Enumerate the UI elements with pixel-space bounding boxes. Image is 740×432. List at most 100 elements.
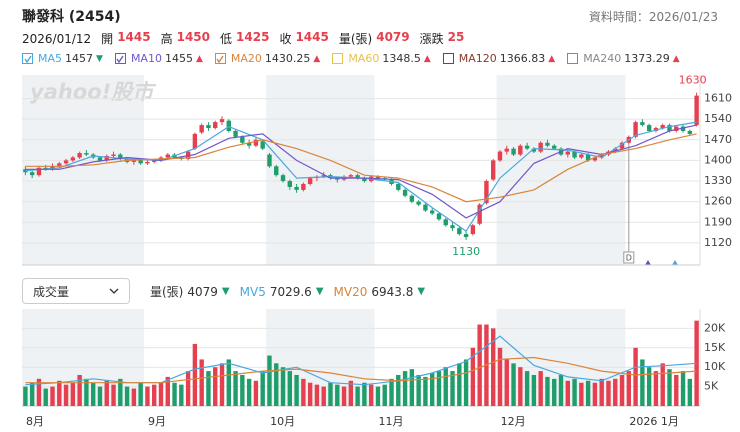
x-tick-label: 2026 1月 [629,415,679,428]
volume-bar [599,378,604,406]
volume-bar [240,374,245,406]
candle-body [104,156,109,161]
candle-body [552,145,557,149]
legend-arrow: ▲ [672,53,680,64]
volume-bar [97,386,103,406]
candle-body [307,178,313,184]
candle-body [579,154,584,158]
volume-bar [552,378,557,406]
candle-body [138,160,143,164]
y-tick-label: 1610 [704,92,732,105]
candle-body [667,125,672,131]
volume-bar [301,378,306,406]
volume-bar [63,384,69,406]
x-tick-label: 9月 [148,415,166,428]
candle-body [145,161,150,164]
volume-bar [640,359,645,406]
volume-legend: 量(張) 4079 ▼ MV5 7029.6 ▼ MV20 6943.8 ▼ [150,283,425,300]
legend-arrow: ▼ [96,53,103,64]
volume-bar [613,378,618,406]
volume-bar [219,363,225,406]
volume-bar [314,384,320,406]
candle-body [57,163,62,167]
legend-item[interactable]: MA10 1455 ▲ [114,52,203,65]
candle-body [199,125,204,133]
volume-bar [70,382,76,406]
volume-bar [57,380,62,406]
candle-body [274,166,279,176]
price-annotation: 1130 [452,245,480,258]
ma-line [25,133,697,203]
legend-item[interactable]: MA5 1457 ▼ [22,52,103,65]
volume-bar [592,382,598,406]
quote-value: 25 [447,30,465,44]
indicator-select[interactable]: 成交量 [22,278,130,304]
volume-bar [491,328,496,406]
chevron [109,288,119,294]
candle-body [694,95,699,126]
volume-bar [396,374,401,406]
candle-body [674,126,679,131]
y-tick-label: 10K [704,360,726,373]
volume-bar [375,386,381,406]
volume-bar [646,367,652,406]
volume-bar [104,380,109,406]
volume-bar [328,382,333,406]
legend-item[interactable]: MA240 1373.29 ▲ [567,52,680,65]
volume-bar [518,367,523,406]
candle-body [84,153,89,155]
volume-bar [29,382,35,406]
candle-body [192,133,198,149]
quote-item: 收 1445 [279,30,328,47]
volume-bar [531,374,537,406]
volume-bar [450,371,455,406]
data-time: 資料時間：2026/01/23 [588,10,718,24]
volume-bar [355,386,360,406]
candle-body [267,154,272,167]
candle-body [402,189,408,196]
volume-bar [626,371,632,406]
volume-bar [199,359,204,406]
volume-bar [409,369,415,406]
candle-body [457,228,462,235]
volume-bar [90,382,96,406]
x-tick-label: 12月 [501,415,526,428]
volume-bar [443,367,448,406]
candle-body [680,126,686,131]
legend-item[interactable]: MA60 1348.5 ▲ [332,52,431,65]
y-tick-label: 1190 [704,215,732,228]
legend-value: 1455 [164,52,193,65]
candle-body [646,125,652,131]
volume-bar [287,371,293,406]
legend-value: 1348.5 [382,52,421,65]
candle-body [477,204,482,224]
volume-bar [633,347,638,406]
quote-value: 4079 [376,30,410,44]
volume-bar [416,374,421,406]
volume-bar [572,378,577,406]
candle-body [118,154,123,159]
marker-box [623,251,635,264]
quote-item: 漲跌 25 [420,30,465,47]
volume-legend-value: 7029.6 [269,284,312,299]
legend-name: MA240 [583,52,622,65]
volume-bar [23,386,28,406]
legend-name: MA60 [348,52,380,65]
candle-body [321,175,326,177]
candle-body [226,120,231,131]
volume-bar [362,382,367,406]
candle-body [504,148,509,152]
volume-bar [36,378,42,406]
candle-body [70,157,76,161]
volume-bar [145,386,150,406]
volume-legend-arrow: ▼ [315,286,324,297]
ma-line [25,124,697,219]
candle-body [213,122,218,129]
legend-item[interactable]: MA20 1430.25 ▲ [214,52,320,65]
volume-bar [538,371,543,406]
volume-bar [497,347,503,406]
volume-bar [179,384,184,406]
volume-bar [226,359,231,406]
legend-item[interactable]: MA120 1366.83 ▲ [442,52,555,65]
quote-value: 1425 [236,30,270,44]
